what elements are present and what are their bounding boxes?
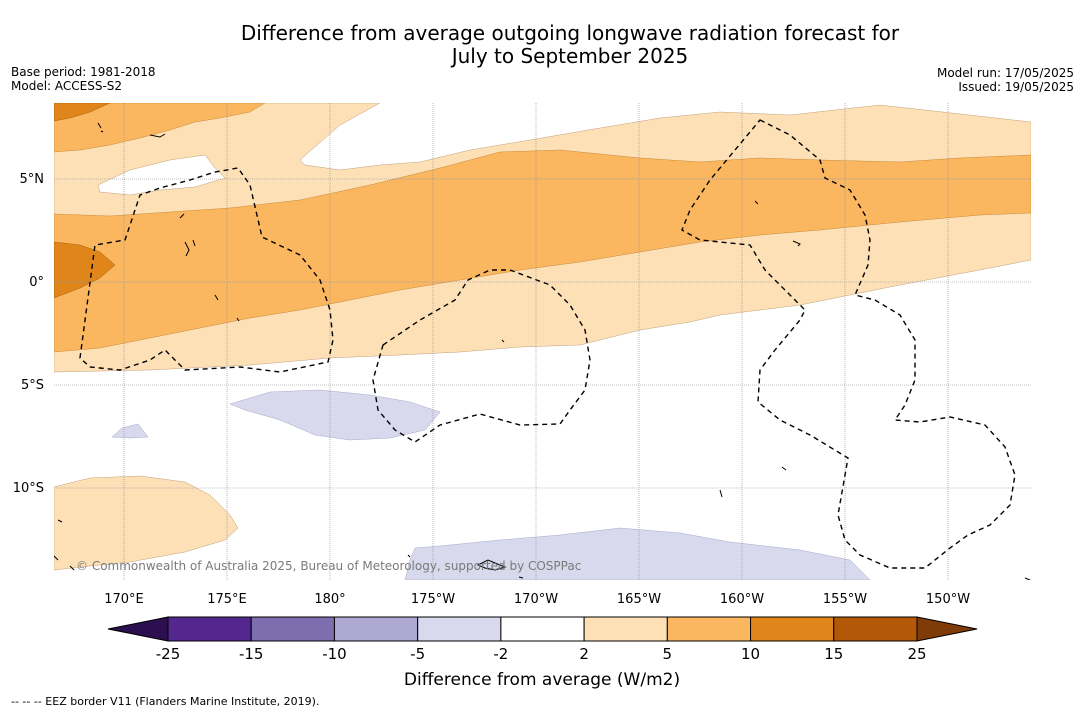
colorbar-extend-high (916, 616, 978, 642)
colorbar-cell (666, 616, 752, 642)
colorbar-cell (417, 616, 502, 642)
island-atoll-1 (184, 239, 196, 257)
island-atoll-9 (407, 554, 1031, 580)
model-info: Base period: 1981-2018 Model: ACCESS-S2 (11, 65, 156, 93)
eez-legend-note: -- -- -- EEZ border V11 (Flanders Marine… (11, 695, 320, 708)
colorbar-tick-label: -2 (493, 645, 508, 663)
issued-date: Issued: 19/05/2025 (958, 80, 1074, 94)
gridlines (54, 103, 1031, 580)
lat-label-0: 0° (29, 275, 44, 290)
colorbar-cell (833, 616, 918, 642)
lon-label-155w: 155°W (823, 592, 867, 607)
colorbar-extend-low (107, 616, 169, 642)
colorbar-tick-label: 15 (824, 645, 843, 663)
lon-label-170e: 170°E (104, 592, 144, 607)
lon-label-150w: 150°W (926, 592, 970, 607)
base-period: Base period: 1981-2018 (11, 65, 156, 79)
lon-label-170w: 170°W (514, 592, 558, 607)
chart-title-line2: July to September 2025 (451, 44, 689, 68)
island-atoll-8 (54, 519, 75, 571)
eez-border-kiribati-gilberts (79, 167, 334, 373)
island-atoll-5 (476, 559, 507, 571)
eez-borders (79, 119, 1016, 569)
island-atoll-7 (501, 339, 787, 498)
lon-label-175e: 175°E (207, 592, 247, 607)
colorbar-cell (250, 616, 335, 642)
colorbar-cell (167, 616, 252, 642)
island-atoll-6 (754, 200, 801, 247)
colorbar-tick-label: -10 (322, 645, 347, 663)
anomaly-region-orange-2 (54, 103, 111, 122)
anomaly-region-white-hole (97, 154, 226, 196)
lon-label-175w: 175°W (411, 592, 455, 607)
colorbar-tick-labels: -25 -15 -10 -5 -2 2 5 10 15 25 (156, 645, 927, 663)
colorbar-tick-label: 10 (741, 645, 760, 663)
eez-border-phoenix (372, 269, 591, 443)
colorbar-tick-label: 25 (907, 645, 926, 663)
eez-border-line-islands (681, 119, 1016, 569)
map-field (54, 103, 1031, 580)
lat-label-10s: 10°S (13, 481, 44, 496)
colorbar-tick-label: 2 (579, 645, 589, 663)
colorbar-tick-label: -5 (410, 645, 425, 663)
colorbar-tick-label: 5 (663, 645, 673, 663)
model-run-date: Model run: 17/05/2025 (936, 66, 1074, 80)
anomaly-region-orange (54, 241, 116, 299)
run-info: Model run: 17/05/2025 Issued: 19/05/2025 (937, 66, 1074, 94)
lat-label-5s: 5°S (21, 378, 44, 393)
colorbar-cells (107, 616, 978, 642)
island-atoll-4 (97, 122, 104, 133)
colorbar-cell (333, 616, 419, 642)
lon-label-160w: 160°W (720, 592, 764, 607)
colorbar-label: Difference from average (W/m2) (404, 670, 680, 690)
chart-title-line1: Difference from average outgoing longwav… (240, 21, 900, 45)
model-name: Model: ACCESS-S2 (11, 79, 123, 93)
islands (54, 122, 1031, 580)
anomaly-region-lavender-3 (404, 527, 871, 580)
anomaly-region-light-orange (54, 103, 266, 153)
colorbar-cell (583, 616, 668, 642)
anomaly-region-lavender-1 (229, 389, 441, 441)
anomaly-region-light-orange-2 (54, 149, 1031, 353)
lat-label-5n: 5°N (20, 172, 45, 187)
island-atoll-3 (179, 213, 240, 322)
colorbar-tick-label: -15 (239, 645, 264, 663)
island-atoll-2 (149, 133, 166, 138)
colorbar-cell (750, 616, 835, 642)
colorbar-cell (500, 616, 585, 642)
chart-title: Difference from average outgoing longwav… (0, 22, 1085, 68)
anomaly-region-lavender-2 (111, 423, 149, 439)
copyright-notice: © Commonwealth of Australia 2025, Bureau… (76, 559, 581, 573)
anomaly-region-very-light-orange-sw (54, 475, 239, 571)
colorbar-tick-label: -25 (156, 645, 181, 663)
lon-label-165w: 165°W (617, 592, 661, 607)
lon-label-180: 180° (314, 592, 345, 607)
